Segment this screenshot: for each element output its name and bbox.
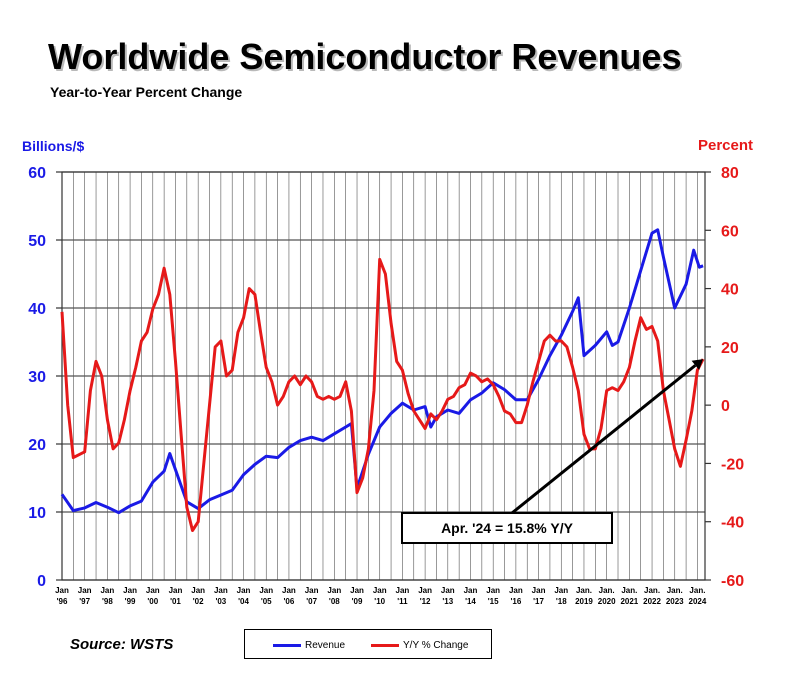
x-tick-label-year: '09 [352, 597, 363, 606]
right-tick-label: 40 [721, 282, 739, 299]
x-tick-label-year: '08 [329, 597, 340, 606]
x-tick-label-month: Jan [350, 586, 364, 595]
x-tick-label-year: '10 [374, 597, 385, 606]
x-tick-label-year: '11 [397, 597, 408, 606]
left-tick-label: 20 [28, 437, 46, 454]
x-tick-label-year: '97 [79, 597, 90, 606]
legend-label-revenue: Revenue [305, 639, 346, 651]
x-tick-label-year: '05 [261, 597, 272, 606]
x-tick-label-year: '17 [533, 597, 544, 606]
x-tick-label-year: 2022 [643, 597, 661, 606]
x-tick-label-year: 2020 [598, 597, 616, 606]
x-tick-label-month: Jan. [576, 586, 592, 595]
x-tick-label-month: Jan [486, 586, 500, 595]
x-tick-label-month: Jan [418, 586, 432, 595]
x-tick-label-month: Jan [123, 586, 137, 595]
legend-item-revenue: Revenue [273, 638, 345, 652]
right-axis-unit: Percent [697, 137, 753, 154]
left-tick-label: 30 [28, 369, 46, 386]
x-tick-label-year: '12 [420, 597, 431, 606]
annotation-text: Apr. '24 = 15.8% Y/Y [441, 520, 574, 536]
x-tick-label-month: Jan [146, 586, 160, 595]
x-tick-label-month: Jan [532, 586, 546, 595]
x-tick-label-year: '15 [488, 597, 499, 606]
left-tick-label: 40 [28, 301, 46, 318]
x-tick-label-month: Jan [509, 586, 523, 595]
legend-swatch-yoy [371, 643, 399, 647]
source-note: Source: WSTS [70, 636, 174, 653]
annotation-arrow [511, 364, 697, 515]
legend-swatch-revenue [273, 643, 301, 647]
x-tick-label-month: Jan [191, 586, 205, 595]
x-tick-label-year: '98 [102, 597, 113, 606]
x-tick-label-month: Jan [259, 586, 273, 595]
left-tick-label: 50 [28, 233, 46, 250]
revenue-series-line [60, 228, 704, 515]
x-tick-label-month: Jan. [599, 586, 615, 595]
x-tick-label-month: Jan [214, 586, 228, 595]
right-tick-label: -40 [721, 515, 744, 532]
x-tick-label-month: Jan [100, 586, 114, 595]
right-axis-ticks: -60 -40 -20 0 20 40 60 80 [705, 165, 744, 590]
x-tick-label-month: Jan. [644, 586, 660, 595]
x-tick-label-year: '02 [193, 597, 204, 606]
x-tick-label-year: '99 [125, 597, 136, 606]
x-tick-label-year: '96 [57, 597, 68, 606]
annotation-box: Apr. '24 = 15.8% Y/Y [401, 512, 613, 544]
x-tick-label-month: Jan [441, 586, 455, 595]
right-tick-label: 80 [721, 165, 739, 182]
right-tick-label: -60 [721, 573, 744, 590]
x-tick-label-year: '07 [306, 597, 317, 606]
annotation-arrowhead [691, 359, 704, 370]
right-tick-label: -20 [721, 456, 744, 473]
x-axis-ticks: Jan '96 Jan '97 Jan '98 Jan '99 Jan '00 Jan '01 Jan '… [55, 586, 707, 606]
x-tick-label-month: Jan [282, 586, 296, 595]
left-axis-unit: Billions/$ [22, 138, 85, 154]
x-tick-label-month: Jan [237, 586, 251, 595]
x-tick-label-month: Jan [464, 586, 478, 595]
x-tick-label-month: Jan [396, 586, 410, 595]
x-tick-label-month: Jan. [667, 586, 683, 595]
x-tick-label-year: '04 [238, 597, 249, 606]
chart-subtitle: Year-to-Year Percent Change [50, 84, 243, 100]
x-tick-label-year: 2023 [666, 597, 684, 606]
x-tick-label-month: Jan. [621, 586, 637, 595]
x-tick-label-year: '14 [465, 597, 476, 606]
x-tick-label-month: Jan [327, 586, 341, 595]
x-tick-label-year: 2021 [620, 597, 638, 606]
x-tick-label-year: '00 [147, 597, 158, 606]
left-tick-label: 60 [28, 165, 46, 182]
x-tick-label-year: '03 [215, 597, 226, 606]
x-tick-label-year: 2019 [575, 597, 593, 606]
legend-item-yoy: Y/Y % Change [371, 638, 468, 652]
x-tick-label-year: '18 [556, 597, 567, 606]
x-tick-label-month: Jan. [689, 586, 705, 595]
x-tick-label-year: '06 [284, 597, 295, 606]
x-tick-label-month: Jan [55, 586, 69, 595]
left-tick-label: 10 [28, 505, 46, 522]
x-tick-label-year: '16 [510, 597, 521, 606]
chart-title: Worldwide Semiconductor Revenues [48, 36, 682, 77]
x-tick-label-year: '13 [442, 597, 453, 606]
x-tick-label-month: Jan [305, 586, 319, 595]
x-tick-label-month: Jan [373, 586, 387, 595]
right-tick-label: 0 [721, 398, 730, 415]
left-axis-ticks: 0 10 20 30 40 50 60 [28, 165, 62, 590]
legend: Revenue Y/Y % Change [244, 629, 492, 659]
right-tick-label: 20 [721, 340, 739, 357]
legend-label-yoy: Y/Y % Change [403, 639, 469, 651]
x-tick-label-month: Jan [78, 586, 92, 595]
x-tick-label-year: '01 [170, 597, 181, 606]
right-tick-label: 60 [721, 223, 739, 240]
left-tick-label: 0 [37, 573, 46, 590]
x-tick-label-month: Jan [554, 586, 568, 595]
x-tick-label-year: 2024 [689, 597, 707, 606]
x-tick-label-month: Jan [169, 586, 183, 595]
